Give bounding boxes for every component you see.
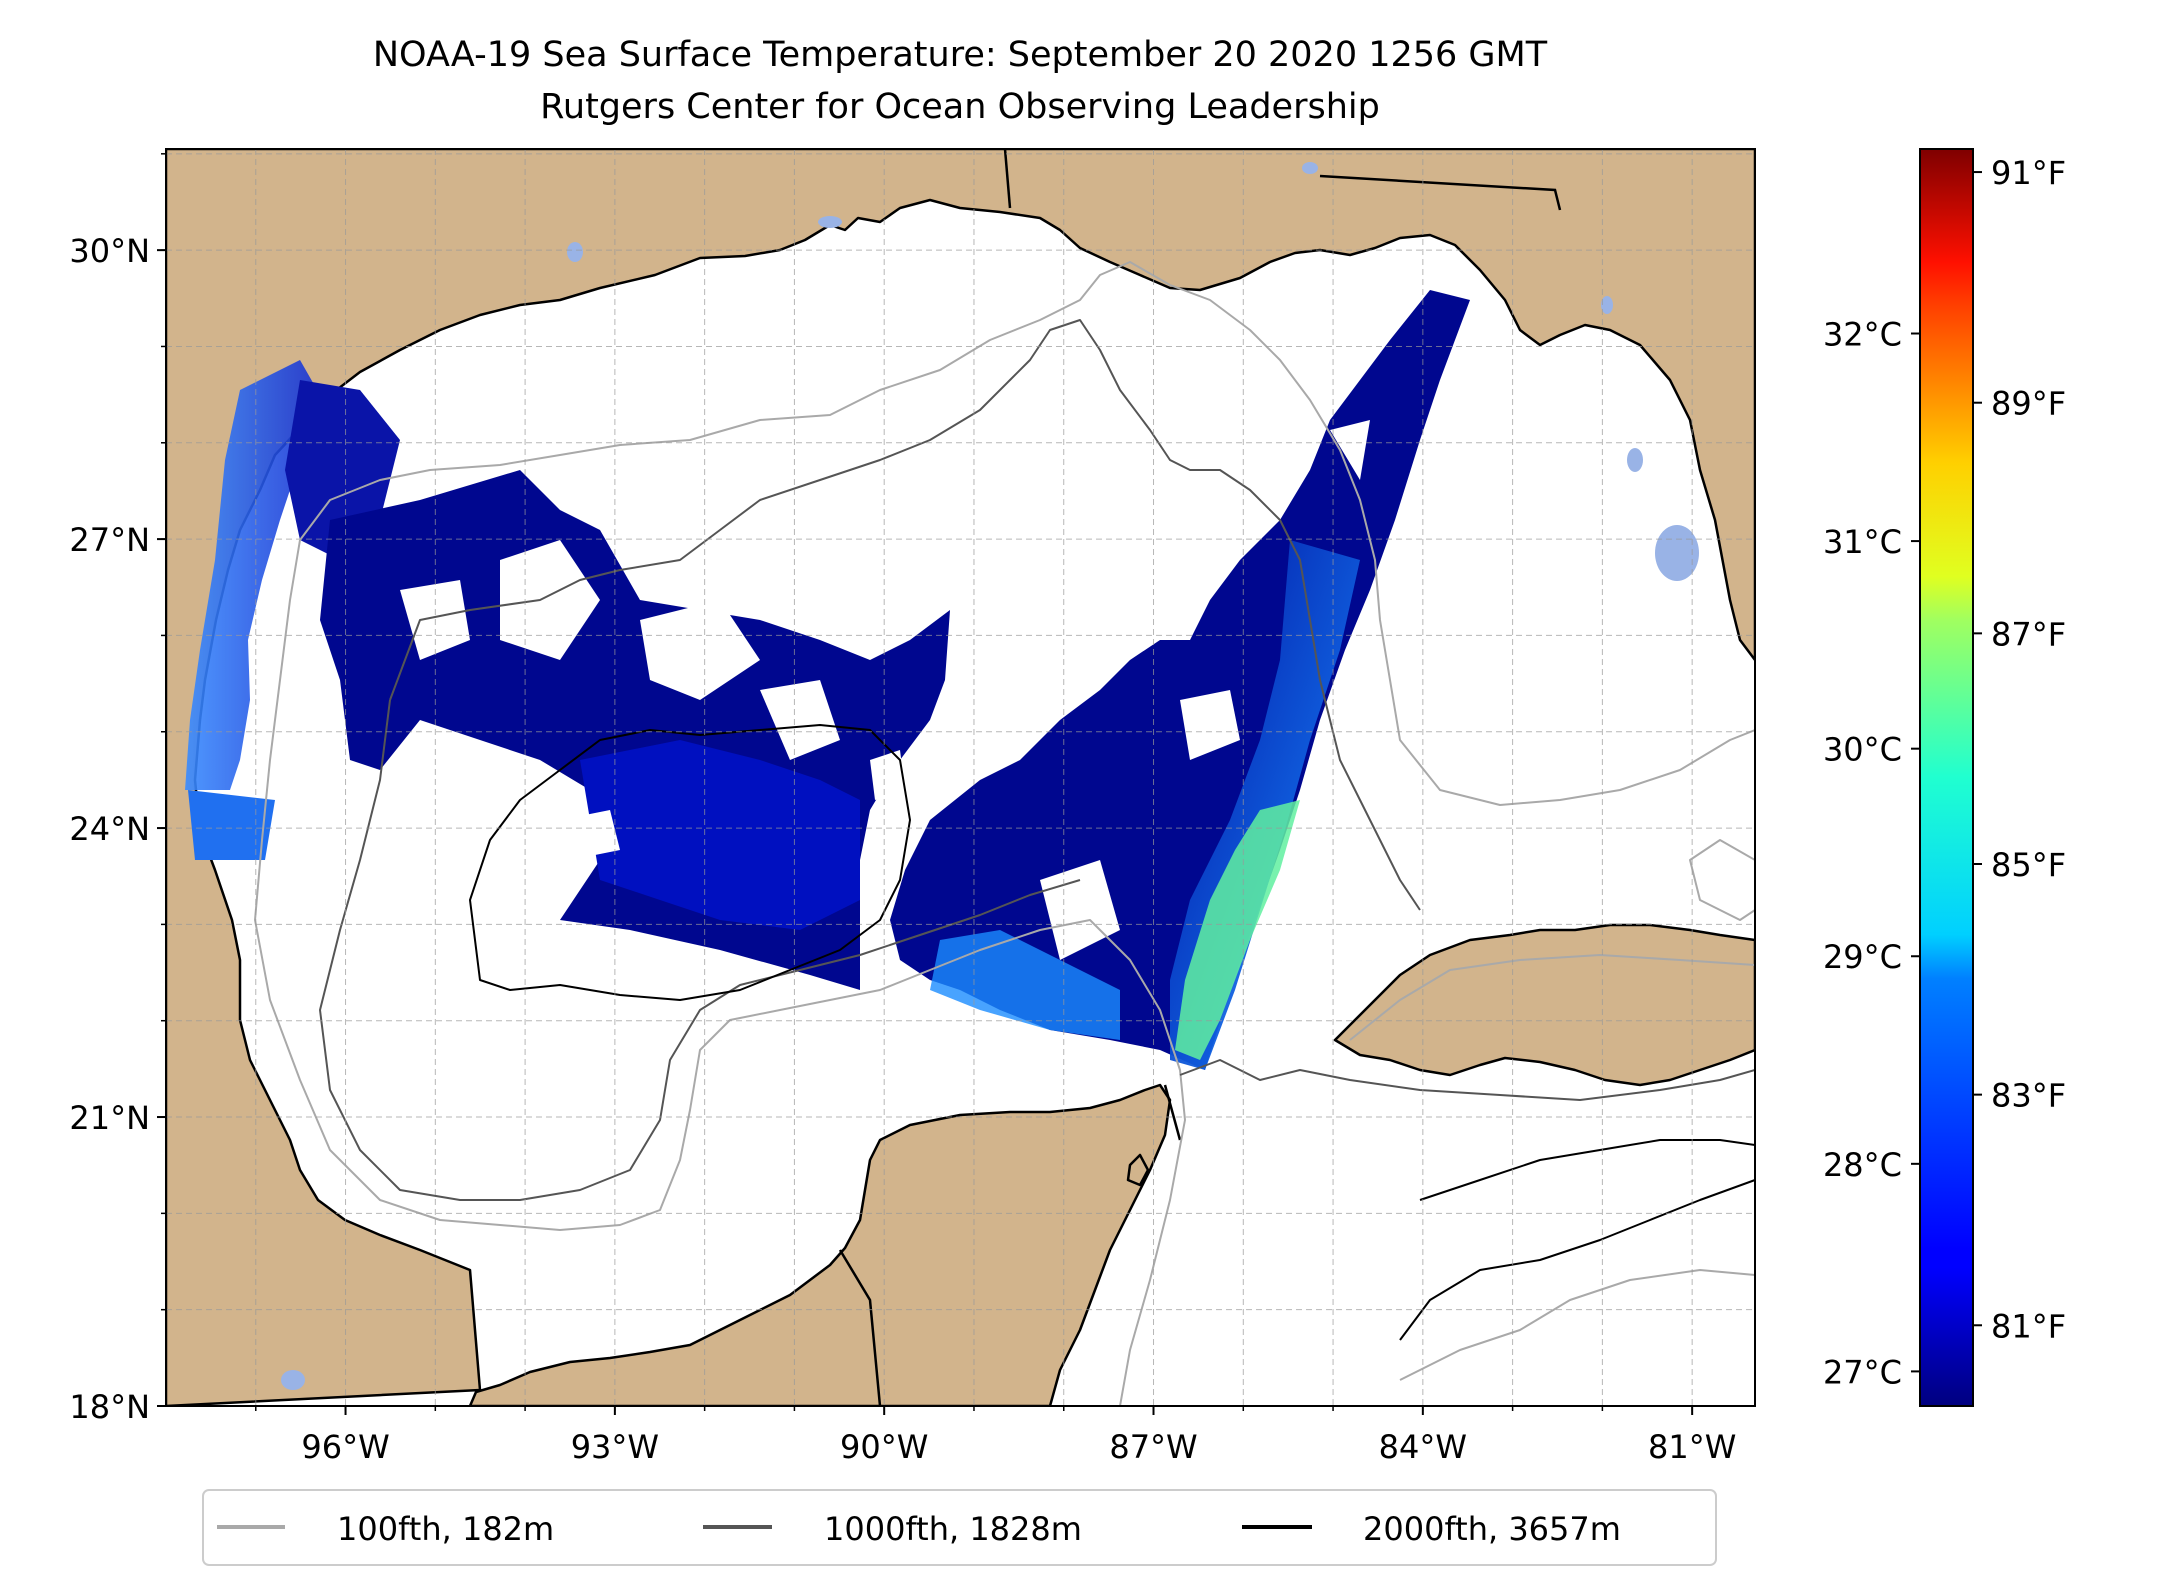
f-tick-label: 87°F [1991, 615, 2066, 653]
legend: 100fth, 182m 1000fth, 1828m 2000fth, 365… [202, 1489, 1717, 1566]
sst-eastern-swath [890, 290, 1470, 1070]
c-tick-label: 30°C [1823, 731, 1902, 769]
colorbar-gradient [1919, 148, 1974, 1407]
c-tick-label: 28°C [1823, 1146, 1902, 1184]
lat-tick-label: 24°N [69, 810, 150, 848]
f-tick-label: 89°F [1991, 385, 2066, 423]
contour-1000fth [389, 319, 1421, 911]
legend-label-2000fth: 2000fth, 3657m [1363, 1510, 1621, 1548]
lat-tick-label: 27°N [69, 521, 150, 559]
map-subtitle: Rutgers Center for Ocean Observing Leade… [540, 87, 1380, 127]
c-tick-label: 29°C [1823, 938, 1902, 976]
lon-tick-label: 93°W [571, 1428, 659, 1466]
lon-tick-label: 96°W [301, 1428, 389, 1466]
f-tick-label: 91°F [1991, 154, 2066, 192]
land-yucatan [468, 1083, 1172, 1406]
f-tick-label: 81°F [1991, 1307, 2066, 1345]
lon-tick-label: 81°W [1648, 1428, 1736, 1466]
land-cozumel [1126, 1153, 1150, 1187]
map-panel: 30°N 27°N 24°N 21°N 18°N 96°W 93°W 90°W 87°W 84°W… [69, 148, 1756, 1466]
map-gridlines [166, 149, 1755, 1406]
c-tick-label: 32°C [1823, 316, 1902, 354]
f-tick-label: 83°F [1991, 1077, 2066, 1115]
legend-label-1000fth: 1000fth, 1828m [824, 1510, 1082, 1548]
map-frame [165, 148, 1756, 1407]
lat-tick-label: 30°N [69, 232, 150, 270]
sst-data-layer [185, 290, 1470, 1070]
land-cuba [1333, 923, 1755, 1087]
political-borders [838, 149, 1562, 1406]
bathymetry-contours [254, 261, 1755, 1406]
c-tick-label: 31°C [1823, 523, 1902, 561]
colorbar-ticks: 91°F 89°F 87°F 85°F 83°F 81°F 32°C 31°C 30°C 29°C… [1823, 154, 2066, 1391]
lat-tick-label: 21°N [69, 1099, 150, 1137]
f-tick-label: 85°F [1991, 846, 2066, 884]
contour-100fth [299, 261, 1755, 806]
lon-tick-label: 90°W [840, 1428, 928, 1466]
legend-box [202, 1489, 1717, 1566]
map-ticks: 30°N 27°N 24°N 21°N 18°N 96°W 93°W 90°W 87°W 84°W… [69, 153, 1736, 1466]
contour-2000fth [469, 724, 911, 1001]
c-tick-label: 27°C [1823, 1353, 1902, 1391]
map-title: NOAA-19 Sea Surface Temperature: Septemb… [373, 35, 1548, 75]
lon-tick-label: 84°W [1379, 1428, 1467, 1466]
colorbar: 91°F 89°F 87°F 85°F 83°F 81°F 32°C 31°C 30°C 29°C… [1823, 148, 2066, 1407]
lon-tick-label: 87°W [1109, 1428, 1197, 1466]
lat-tick-label: 18°N [69, 1388, 150, 1426]
legend-label-100fth: 100fth, 182m [337, 1510, 554, 1548]
